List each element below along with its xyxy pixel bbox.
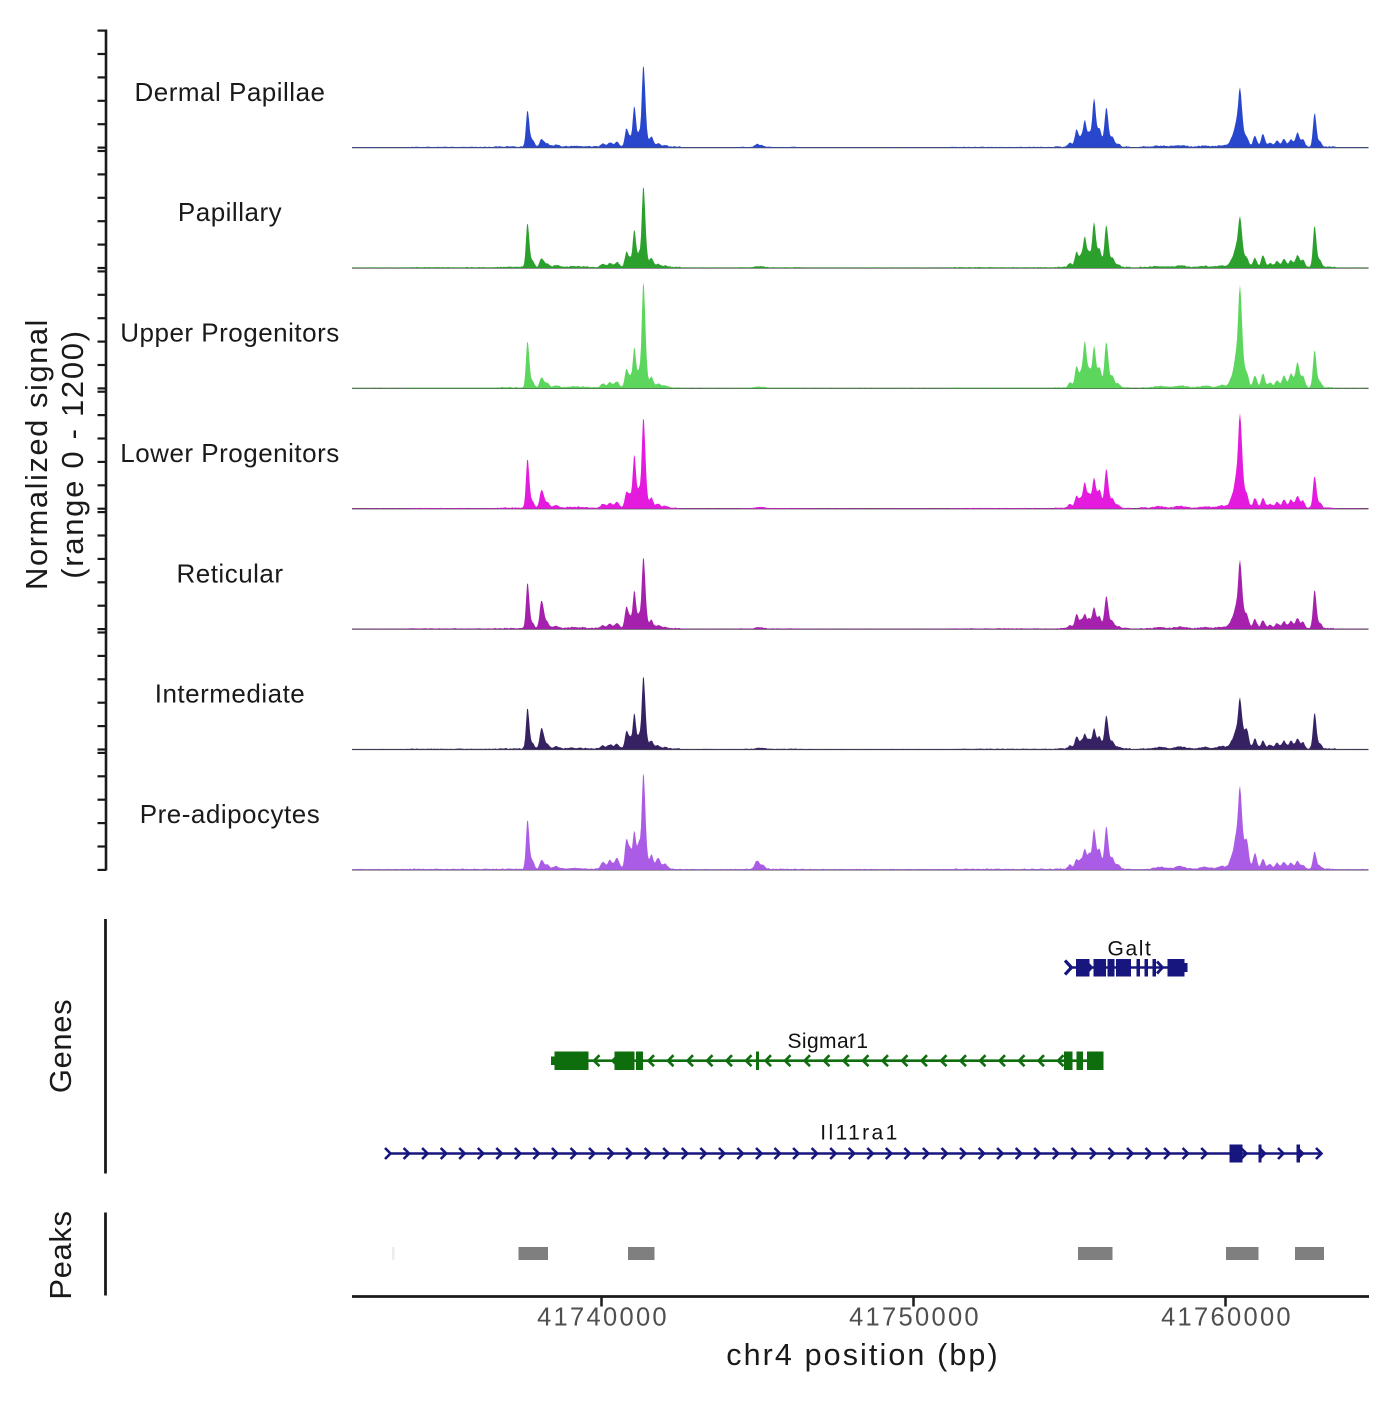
- svg-text:Il11ra1: Il11ra1: [820, 1122, 899, 1145]
- svg-text:41740000: 41740000: [537, 1304, 669, 1332]
- svg-text:Peaks: Peaks: [43, 1210, 78, 1299]
- svg-text:Galt: Galt: [1108, 938, 1153, 961]
- svg-text:Reticular: Reticular: [176, 558, 283, 588]
- svg-text:Genes: Genes: [43, 999, 78, 1093]
- svg-text:chr4 position (bp): chr4 position (bp): [726, 1338, 999, 1372]
- svg-text:Intermediate: Intermediate: [155, 679, 306, 709]
- svg-text:Pre-adipocytes: Pre-adipocytes: [140, 799, 320, 829]
- svg-text:Papillary: Papillary: [178, 197, 282, 227]
- svg-text:(range 0 - 1200): (range 0 - 1200): [55, 329, 90, 579]
- svg-text:Dermal Papillae: Dermal Papillae: [134, 77, 325, 107]
- svg-text:Sigmar1: Sigmar1: [788, 1030, 869, 1053]
- svg-text:Normalized signal: Normalized signal: [19, 318, 54, 590]
- svg-text:41750000: 41750000: [849, 1304, 981, 1332]
- svg-text:Lower Progenitors: Lower Progenitors: [120, 438, 340, 468]
- svg-text:41760000: 41760000: [1161, 1304, 1293, 1332]
- svg-text:Upper Progenitors: Upper Progenitors: [120, 318, 340, 348]
